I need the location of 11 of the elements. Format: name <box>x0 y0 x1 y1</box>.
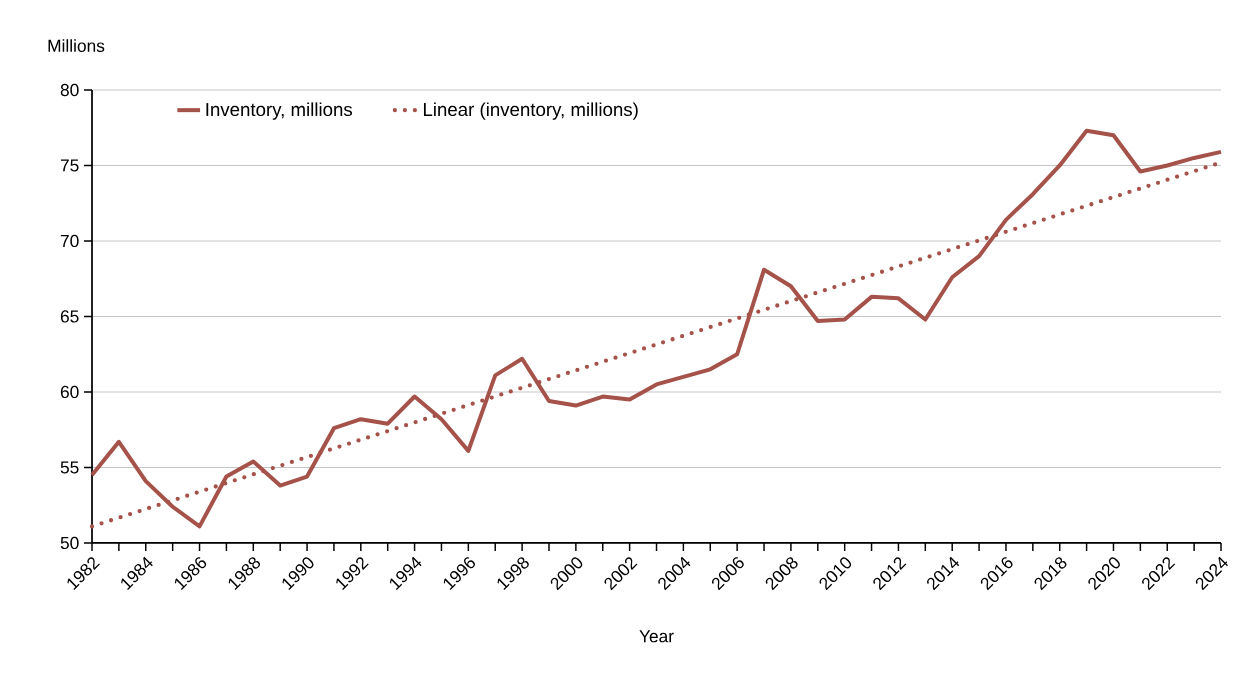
y-tick-label: 55 <box>60 461 79 474</box>
y-tick-label: 50 <box>60 536 79 550</box>
legend-label: Inventory, millions <box>206 102 353 120</box>
x-axis-title: Year <box>639 630 674 643</box>
y-tick-label: 65 <box>60 310 79 323</box>
y-tick-label: 75 <box>60 159 79 172</box>
y-tick-label: 80 <box>60 83 79 97</box>
y-tick-label: 60 <box>60 385 79 399</box>
y-axis-title: Millions <box>48 39 105 52</box>
y-tick-label: 70 <box>60 234 79 248</box>
legend-label: Linear (inventory, millions) <box>423 102 638 120</box>
